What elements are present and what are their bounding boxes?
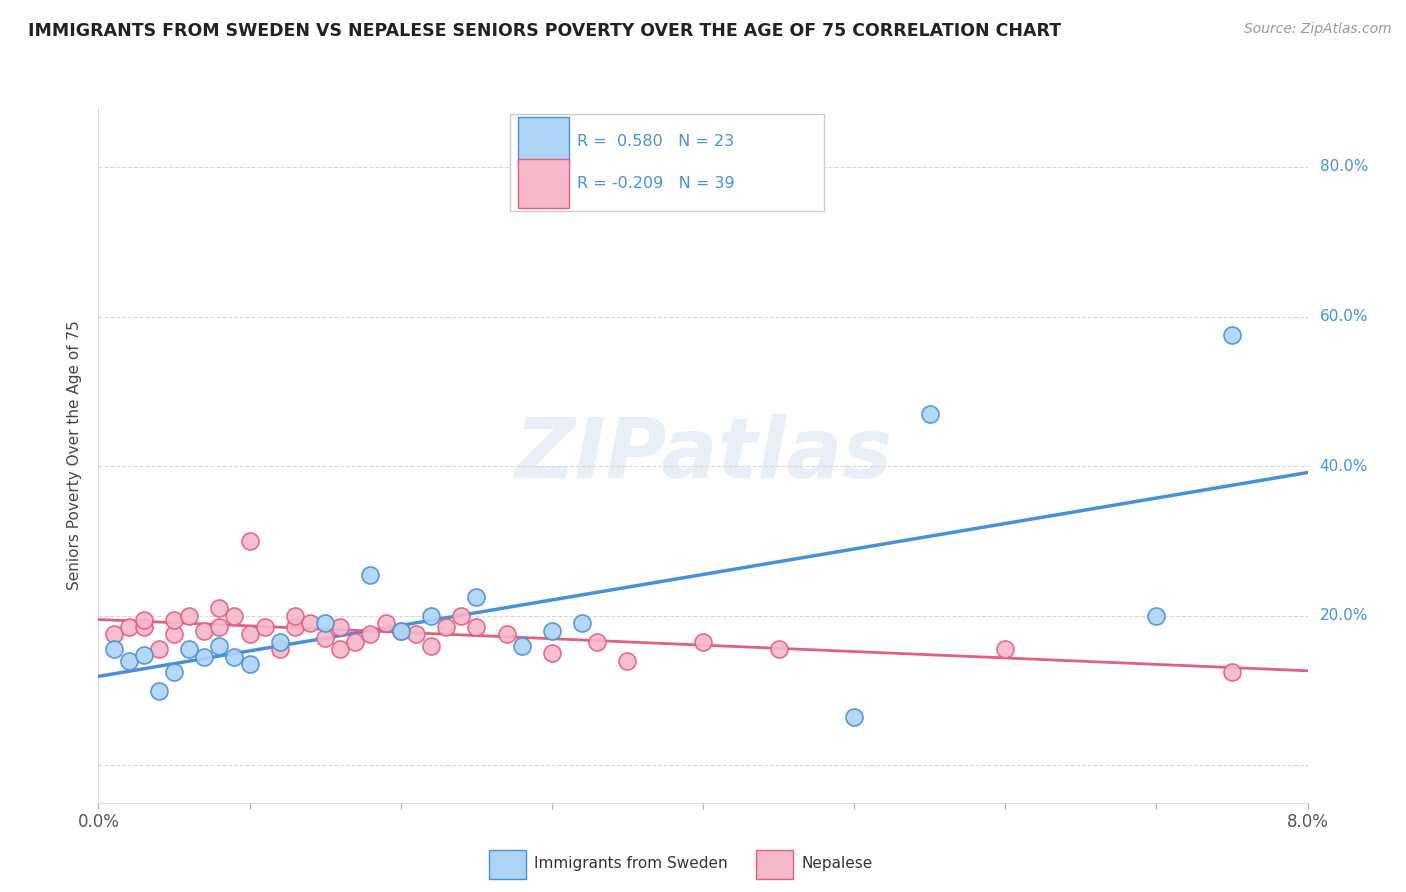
Point [224,649,246,664]
Text: 80.0%: 80.0% [1320,160,1368,175]
Point [450,608,472,623]
Point [132,648,155,662]
Text: ZIPatlas: ZIPatlas [515,415,891,495]
Point [239,533,262,548]
Point [389,624,412,638]
Point [269,635,291,649]
Text: IMMIGRANTS FROM SWEDEN VS NEPALESE SENIORS POVERTY OVER THE AGE OF 75 CORRELATIO: IMMIGRANTS FROM SWEDEN VS NEPALESE SENIO… [28,22,1062,40]
Point [1220,328,1243,343]
Point [1220,665,1243,679]
Point [253,620,276,634]
Point [359,627,381,641]
Text: Nepalese: Nepalese [801,856,873,871]
Point [103,627,125,641]
Point [586,635,609,649]
Point [918,407,941,421]
Point [314,616,336,631]
Text: Source: ZipAtlas.com: Source: ZipAtlas.com [1244,22,1392,37]
Point [616,654,638,668]
Point [844,710,866,724]
Point [132,620,155,634]
FancyBboxPatch shape [509,114,824,211]
Point [419,608,441,623]
Point [148,683,170,698]
Text: R =  0.580   N = 23: R = 0.580 N = 23 [578,135,734,149]
Point [540,646,562,660]
Point [224,608,246,623]
Point [208,639,231,653]
FancyBboxPatch shape [517,159,569,208]
Point [389,624,412,638]
Point [193,649,215,664]
Point [510,639,533,653]
Point [269,642,291,657]
Point [208,601,231,615]
Y-axis label: Seniors Poverty Over the Age of 75: Seniors Poverty Over the Age of 75 [67,320,83,590]
Point [434,620,457,634]
Point [118,620,141,634]
Point [132,613,155,627]
Point [405,627,427,641]
Point [314,631,336,645]
Point [118,654,141,668]
Point [103,642,125,657]
Point [239,627,262,641]
Point [163,627,186,641]
Text: 40.0%: 40.0% [1320,458,1368,474]
Text: Immigrants from Sweden: Immigrants from Sweden [534,856,728,871]
Point [1144,608,1167,623]
Text: R = -0.209   N = 39: R = -0.209 N = 39 [578,176,735,191]
Point [284,608,307,623]
Text: 60.0%: 60.0% [1320,309,1368,324]
Point [329,620,352,634]
Point [994,642,1017,657]
Point [208,620,231,634]
Point [419,639,441,653]
Point [540,624,562,638]
Point [179,608,201,623]
Point [193,624,215,638]
Point [768,642,790,657]
Point [179,642,201,657]
Point [163,665,186,679]
Point [495,627,517,641]
Point [163,613,186,627]
Point [148,642,170,657]
Point [465,620,488,634]
Point [465,590,488,604]
Point [374,616,396,631]
Point [344,635,367,649]
Point [329,642,352,657]
Point [239,657,262,672]
Text: 20.0%: 20.0% [1320,608,1368,624]
Point [692,635,714,649]
Point [571,616,593,631]
Point [284,620,307,634]
Point [299,616,322,631]
Point [359,567,381,582]
FancyBboxPatch shape [517,118,569,166]
